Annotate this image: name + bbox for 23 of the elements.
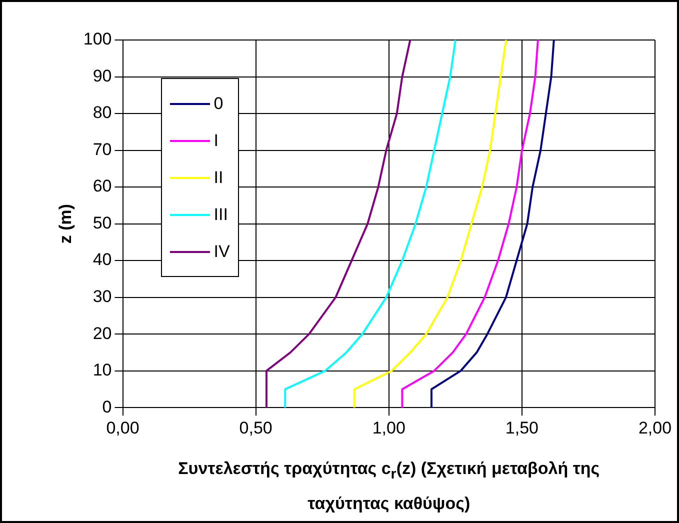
y-tick-label: 60	[92, 176, 112, 196]
y-tick-label: 100	[83, 30, 112, 49]
x-tick-label: 0,50	[239, 418, 272, 438]
x-tick-label: 2,00	[638, 418, 672, 438]
y-tick-label: 30	[92, 287, 112, 306]
legend-label: 0	[214, 94, 224, 114]
y-tick-label: 0	[102, 397, 112, 416]
x-tick-label: 1,00	[372, 418, 406, 438]
y-tick-label: 90	[92, 66, 112, 86]
y-tick-label: 20	[92, 324, 112, 343]
legend-label: II	[214, 168, 224, 188]
y-tick-label: 50	[92, 213, 112, 232]
legend-label: IV	[214, 242, 230, 262]
x-axis-title: Συντελεστής τραχύτητας c$_{r}$(z) (Σχετική μεταβολή της ταχύτητας καθύψος)	[177, 458, 601, 516]
y-tick-label: 40	[92, 250, 112, 270]
x-tick-label: 1,50	[505, 418, 538, 438]
y-tick-label: 80	[92, 103, 112, 122]
legend-label: III	[214, 204, 228, 224]
legend-label: I	[214, 130, 218, 150]
y-axis-title: z (m)	[56, 204, 75, 244]
y-tick-label: 70	[92, 140, 112, 159]
y-tick-label: 10	[92, 360, 112, 380]
x-tick-label: 0,00	[106, 418, 140, 438]
